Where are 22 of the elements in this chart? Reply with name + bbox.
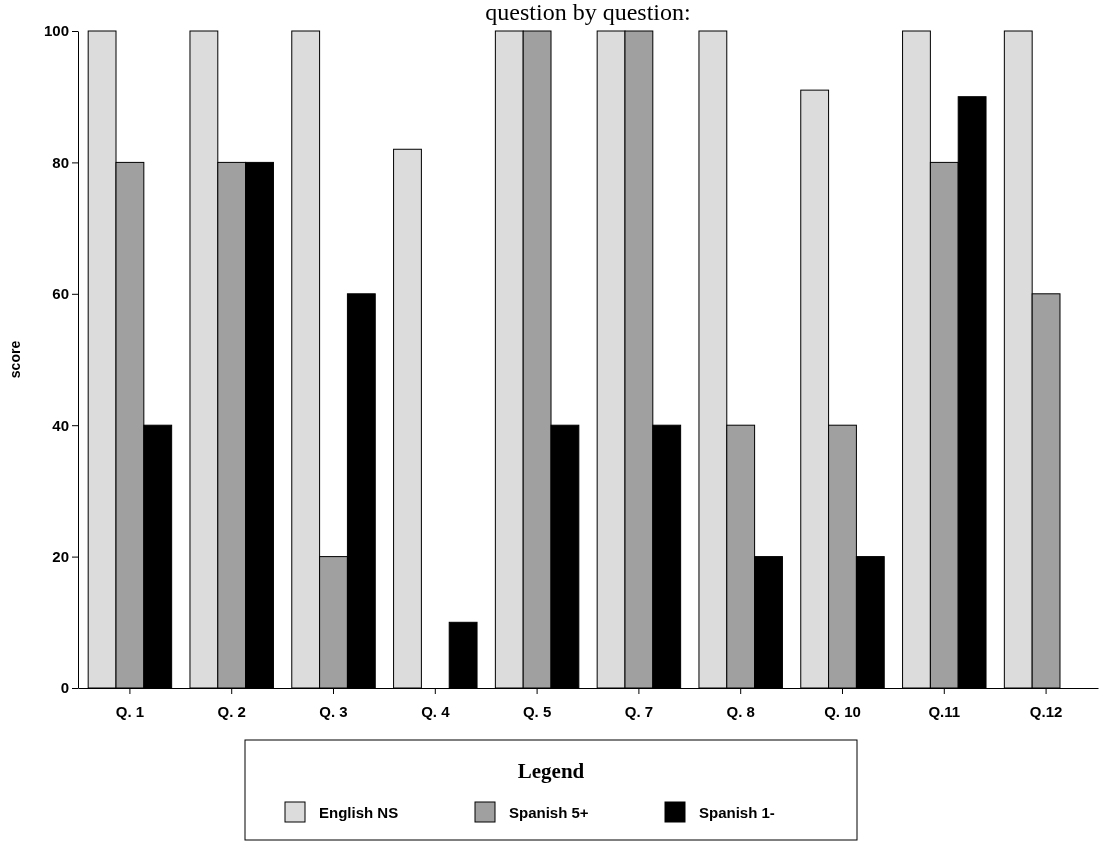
x-tick-label: Q. 8 xyxy=(726,702,755,720)
legend-title: Legend xyxy=(517,759,585,783)
y-tick-label: 100 xyxy=(43,22,69,40)
y-tick-label: 60 xyxy=(52,285,69,303)
y-tick-label: 20 xyxy=(52,547,69,565)
chart-title: question by question: xyxy=(485,0,691,25)
x-tick-label: Q. 3 xyxy=(319,702,348,720)
y-tick-label: 0 xyxy=(60,679,69,697)
x-tick-label: Q. 10 xyxy=(824,702,861,720)
legend-label: Spanish 1- xyxy=(699,804,775,821)
x-tick-label: Q. 2 xyxy=(217,702,246,720)
legend-label: English NS xyxy=(319,804,399,821)
x-tick-label: Q. 5 xyxy=(522,702,552,720)
legend-label: Spanish 5+ xyxy=(509,804,589,821)
x-tick-label: Q.12 xyxy=(1029,702,1063,720)
x-tick-label: Q. 4 xyxy=(421,702,451,720)
x-tick-label: Q.11 xyxy=(928,702,961,720)
y-tick-label: 40 xyxy=(52,416,69,434)
x-tick-label: Q. 7 xyxy=(624,702,654,720)
y-axis-title: score xyxy=(7,340,23,379)
y-tick-label: 80 xyxy=(52,153,69,171)
x-tick-label: Q. 1 xyxy=(115,702,145,720)
